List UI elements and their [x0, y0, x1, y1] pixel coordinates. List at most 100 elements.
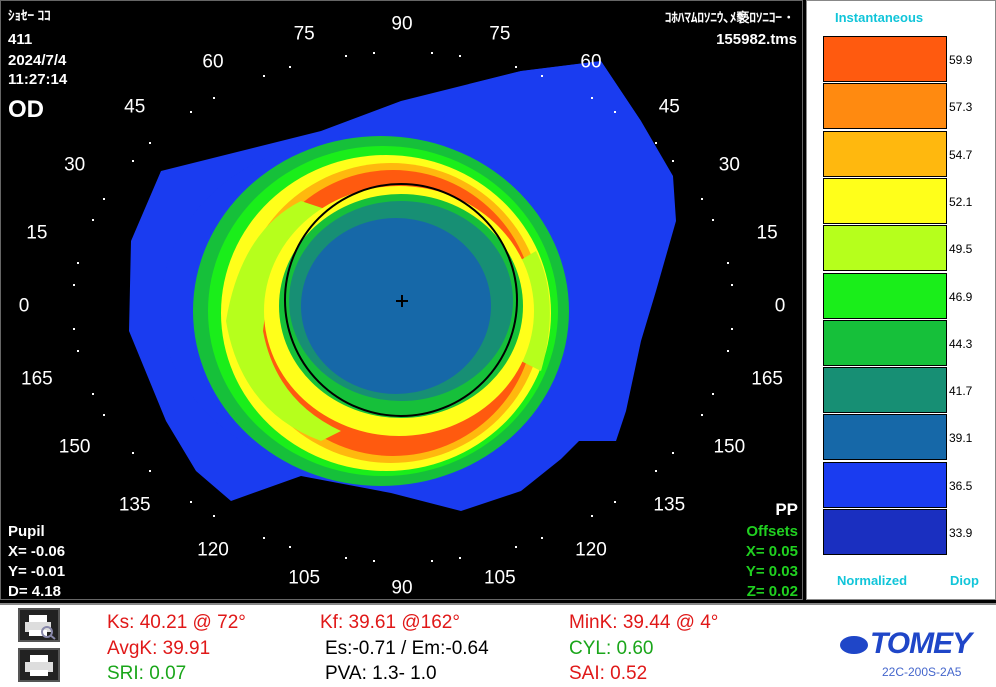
axis-tick-label: 135 [118, 494, 151, 516]
axis-tick-dot [149, 469, 152, 472]
axis-tick-dot [672, 159, 675, 162]
axis-tick-dot [102, 198, 105, 201]
es-em-value: Es:-0.71 / Em:-0.64 [325, 638, 489, 659]
scale-swatch [823, 509, 947, 555]
scale-value-label: 36.5 [949, 478, 973, 493]
scale-value-label: 44.3 [949, 336, 973, 351]
axis-tick-dot [373, 560, 376, 563]
scale-value-label: 41.7 [949, 384, 973, 399]
axis-tick-dot [591, 514, 594, 517]
axis-tick-dot [730, 328, 733, 331]
axis-tick-label: 120 [575, 539, 607, 561]
axis-tick-label: 165 [21, 368, 53, 390]
scale-value-label: 46.9 [949, 289, 973, 304]
axis-tick-dot [430, 560, 433, 563]
axis-tick-dot [373, 51, 376, 54]
axis-tick-dot [614, 501, 617, 504]
scale-value-label: 54.7 [949, 147, 973, 162]
scale-normalized-label: Normalized [837, 573, 908, 588]
axis-tick-dot [430, 51, 433, 54]
axis-tick-label: 150 [58, 436, 91, 458]
print-preview-icon [25, 615, 56, 640]
axis-tick-dot [131, 159, 134, 162]
axis-tick-label: 45 [658, 96, 680, 118]
axis-tick-dot [289, 545, 292, 548]
axis-tick-dot [344, 557, 347, 560]
scale-swatch [823, 225, 947, 272]
pupil-d: D= 4.18 [8, 583, 61, 600]
print-button[interactable] [18, 648, 60, 682]
axis-tick-dot [344, 54, 347, 57]
topography-map-panel: 90 75 60 45 30 15 0 165 150 135 120 105 90 105 120 135 1… [0, 0, 803, 600]
axis-tick-dot [514, 66, 517, 69]
color-scale-panel: Instantaneous 59.9 57.3 54.7 52.1 49.5 46.9 44… [806, 0, 996, 600]
patient-id: 411 [8, 31, 33, 48]
axis-tick-label: 0 [774, 295, 786, 317]
pupil-y: Y= -0.01 [8, 563, 66, 580]
axis-tick-dot [614, 110, 617, 113]
axis-tick-label: 135 [653, 494, 686, 516]
scale-value-label: 52.1 [949, 194, 973, 209]
exam-title: ｺﾎﾊﾏﾑﾛｿﾆｳ､ﾒ褻ﾛｿﾆｺｰ ･ [664, 10, 792, 25]
scale-swatch [823, 414, 947, 461]
scale-swatch [823, 83, 947, 130]
axis-tick-dot [541, 537, 544, 540]
axis-tick-label: 30 [718, 154, 740, 176]
axis-tick-label: 120 [197, 539, 229, 561]
axis-tick-dot [712, 393, 715, 396]
axis-tick-dot [212, 514, 215, 517]
axis-tick-dot [77, 350, 79, 353]
offset-x: X= 0.05 [745, 543, 798, 560]
kf-value: Kf: 39.61 @162° [320, 612, 460, 633]
scale-title: Instantaneous [835, 10, 924, 25]
offsets-label: Offsets [746, 523, 798, 540]
axis-tick-dot [73, 328, 76, 331]
scale-value-label: 57.3 [949, 100, 973, 115]
scale-swatch [823, 461, 947, 508]
axis-tick-label: 75 [489, 23, 511, 45]
offset-y: Y= 0.03 [745, 563, 798, 580]
axis-tick-label: 90 [391, 577, 413, 599]
axis-tick-label: 150 [713, 436, 746, 458]
patient-name: ｼｮｾｰ ｺｺ [8, 8, 51, 23]
axis-tick-dot [730, 283, 733, 286]
axis-tick-dot [77, 261, 79, 264]
pupil-label: Pupil [8, 523, 45, 540]
corneal-map [129, 61, 676, 511]
sri-value: SRI: 0.07 [107, 663, 187, 684]
scale-unit-label: Diop [950, 573, 979, 588]
axis-tick-dot [91, 393, 94, 396]
axis-tick-dot [189, 110, 192, 113]
scale-swatch [823, 272, 947, 319]
axis-tick-dot [131, 452, 134, 455]
axis-tick-label: 105 [483, 567, 516, 589]
avgk-value: AvgK: 39.91 [107, 638, 211, 659]
exam-date: 2024/7/4 [8, 52, 67, 69]
print-preview-button[interactable] [18, 608, 60, 642]
axis-tick-dot [712, 218, 715, 221]
axis-tick-label: 105 [288, 567, 321, 589]
scale-value-label: 49.5 [949, 242, 973, 257]
pva-value: PVA: 1.3- 1.0 [325, 663, 437, 684]
axis-tick-dot [149, 142, 152, 145]
axis-tick-label: 15 [756, 222, 778, 244]
pupil-x: X= -0.06 [8, 543, 66, 560]
model-number: 22C-200S-2A5 [882, 665, 962, 679]
axis-tick-dot [701, 413, 704, 416]
axis-tick-dot [726, 350, 729, 353]
axis-tick-label: 15 [26, 222, 48, 244]
scale-value-label: 59.9 [949, 53, 973, 67]
pp-label: PP [775, 500, 798, 519]
scale-swatch [823, 319, 947, 366]
axis-tick-dot [459, 54, 462, 57]
axis-tick-dot [289, 66, 292, 69]
axis-tick-dot [189, 501, 192, 504]
axis-tick-label: 60 [580, 51, 602, 73]
axis-tick-dot [73, 283, 76, 286]
axis-tick-dot [102, 413, 105, 416]
tomey-logo: TOMEY [840, 627, 972, 661]
sai-value: SAI: 0.52 [569, 663, 648, 684]
scale-value-label: 39.1 [949, 431, 973, 446]
axis-tick-label: 30 [64, 154, 86, 176]
scale-swatch [823, 36, 947, 82]
